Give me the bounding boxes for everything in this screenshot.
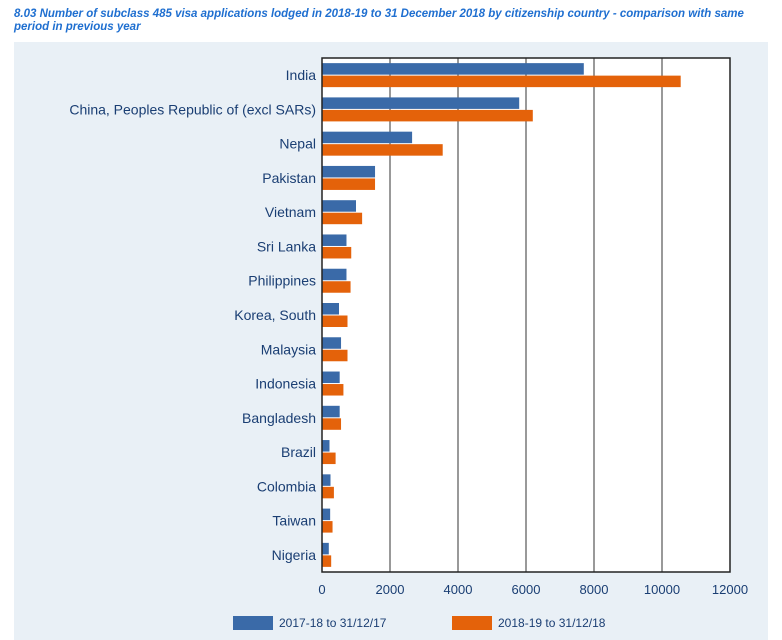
category-label: Philippines bbox=[248, 273, 316, 289]
category-labels: India China, Peoples Republic of (excl SA… bbox=[69, 67, 316, 563]
x-tick-label: 2000 bbox=[376, 582, 405, 597]
bar-prev-9 bbox=[322, 371, 340, 384]
bar-prev-7 bbox=[322, 303, 339, 315]
plot-frame bbox=[321, 57, 731, 573]
bar-curr-2 bbox=[322, 144, 443, 156]
x-tick-label: 10000 bbox=[644, 582, 680, 597]
category-label: Brazil bbox=[281, 444, 316, 460]
x-tick-label: 8000 bbox=[580, 582, 609, 597]
bar-curr-1 bbox=[322, 109, 533, 122]
category-label: Malaysia bbox=[261, 341, 316, 357]
category-label: Korea, South bbox=[234, 307, 316, 323]
category-label: India bbox=[286, 67, 317, 83]
legend-label: 2018-19 to 31/12/18 bbox=[498, 616, 606, 630]
bar-curr-11 bbox=[322, 452, 336, 465]
bar-curr-14 bbox=[322, 555, 332, 567]
bar-prev-13 bbox=[322, 508, 331, 521]
category-label: Taiwan bbox=[272, 513, 316, 529]
bar-prev-2 bbox=[322, 131, 413, 144]
bar-prev-6 bbox=[322, 268, 347, 281]
bar-prev-10 bbox=[322, 405, 340, 418]
bar-curr-3 bbox=[322, 178, 376, 190]
legend-swatch bbox=[233, 616, 273, 630]
bar-prev-11 bbox=[322, 440, 330, 452]
plot-border bbox=[321, 57, 731, 573]
legend: 2017-18 to 31/12/17 2018-19 to 31/12/18 bbox=[233, 616, 606, 630]
bar-curr-6 bbox=[322, 281, 351, 293]
bar-prev-3 bbox=[322, 165, 376, 178]
bar-curr-9 bbox=[322, 384, 344, 396]
bar-curr-7 bbox=[322, 315, 348, 327]
bars bbox=[322, 63, 681, 567]
x-tick-label: 0 bbox=[318, 582, 325, 597]
bar-curr-13 bbox=[322, 521, 333, 533]
bar-curr-0 bbox=[322, 75, 681, 88]
category-label: Nepal bbox=[279, 136, 316, 152]
bar-prev-8 bbox=[322, 337, 342, 349]
bar-prev-4 bbox=[322, 200, 356, 212]
x-tick-label: 6000 bbox=[512, 582, 541, 597]
category-label: Pakistan bbox=[262, 170, 316, 186]
x-tick-label: 12000 bbox=[712, 582, 748, 597]
category-label: Indonesia bbox=[255, 376, 316, 392]
bar-curr-5 bbox=[322, 246, 352, 259]
bar-curr-10 bbox=[322, 418, 342, 430]
category-label: Colombia bbox=[257, 478, 316, 494]
category-label: Bangladesh bbox=[242, 410, 316, 426]
x-tick-labels: 0 2000 4000 6000 8000 10000 12000 bbox=[318, 582, 748, 597]
bar-prev-14 bbox=[322, 542, 329, 555]
bar-prev-0 bbox=[322, 63, 584, 75]
category-label: China, Peoples Republic of (excl SARs) bbox=[69, 101, 316, 117]
legend-label: 2017-18 to 31/12/17 bbox=[279, 616, 387, 630]
category-label: Sri Lanka bbox=[257, 238, 316, 254]
category-label: Nigeria bbox=[272, 547, 317, 563]
legend-swatch bbox=[452, 616, 492, 630]
chart-title: 8.03 Number of subclass 485 visa applica… bbox=[14, 8, 744, 33]
bar-curr-8 bbox=[322, 349, 348, 362]
bar-curr-4 bbox=[322, 212, 363, 225]
bar-prev-1 bbox=[322, 97, 520, 109]
gridlines bbox=[322, 58, 730, 572]
x-tick-label: 4000 bbox=[444, 582, 473, 597]
bar-prev-12 bbox=[322, 474, 331, 486]
bar-curr-12 bbox=[322, 486, 334, 499]
bar-prev-5 bbox=[322, 234, 347, 246]
category-label: Vietnam bbox=[265, 204, 316, 220]
